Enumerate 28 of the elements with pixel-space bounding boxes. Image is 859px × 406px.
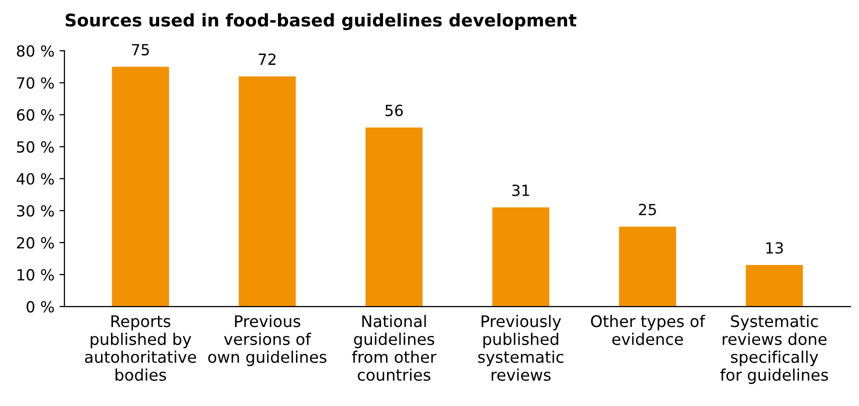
data-label: 75 bbox=[132, 44, 149, 56]
data-label: 31 bbox=[512, 184, 530, 196]
x-tick-label: Systematic reviews done specifically for guidelines bbox=[720, 314, 828, 384]
x-tick-label: Previous versions of own guidelines bbox=[208, 314, 326, 366]
x-tick-label: Reports published by autohoritative bodies bbox=[85, 315, 196, 381]
bar bbox=[238, 76, 296, 307]
data-label: 25 bbox=[638, 204, 656, 216]
bar bbox=[366, 127, 423, 307]
y-tick-label: 70 % bbox=[17, 77, 54, 89]
y-tick-label: 0 % bbox=[26, 300, 54, 313]
chart-title: Sources used in food-based guidelines development bbox=[66, 13, 576, 30]
y-tick-label: 50 % bbox=[17, 141, 54, 153]
x-tick-label: Previously published systematic reviews bbox=[478, 314, 564, 381]
bar bbox=[619, 226, 676, 307]
data-label: 56 bbox=[385, 104, 403, 116]
data-label: 13 bbox=[766, 242, 783, 254]
bar bbox=[492, 207, 550, 307]
y-tick-label: 80 % bbox=[16, 45, 54, 57]
y-tick-label: 40 % bbox=[16, 173, 54, 185]
y-tick-label: 20 % bbox=[17, 237, 54, 249]
data-label: 72 bbox=[258, 53, 276, 65]
bar bbox=[746, 264, 803, 307]
y-tick-label: 30 % bbox=[17, 205, 54, 217]
x-tick-label: National guidelines from other countries bbox=[352, 314, 436, 381]
bar bbox=[112, 66, 170, 307]
x-tick-label: Other types of evidence bbox=[591, 314, 706, 346]
y-tick-label: 10 % bbox=[18, 269, 54, 281]
y-tick-label: 60 % bbox=[16, 109, 54, 121]
